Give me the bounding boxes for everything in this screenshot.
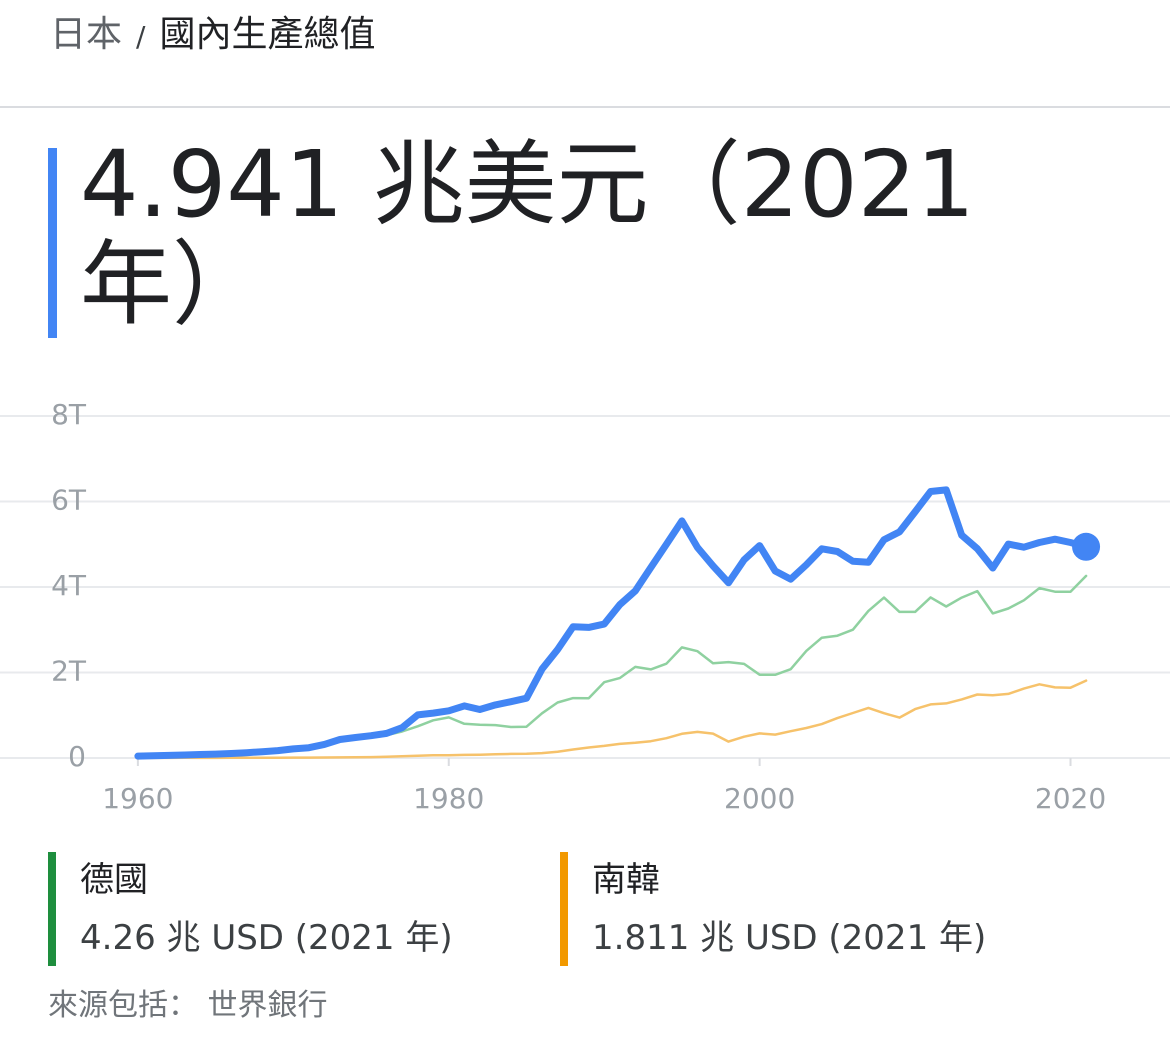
headline-accent (48, 148, 57, 338)
chart: 0 2T 4T 6T 8T 1960 1980 2000 2020 (0, 398, 1170, 815)
source: 來源包括： 世界銀行 (48, 988, 328, 1023)
y-tick-label: 8T (51, 398, 87, 431)
y-tick-label: 0 (68, 740, 86, 773)
breadcrumb-separator: / (136, 20, 146, 53)
y-tick-label: 2T (51, 655, 87, 688)
series-line (134, 486, 1090, 760)
legend-accent (48, 852, 56, 966)
legend-card[interactable]: 南韓 1.811 兆 USD (2021 年) (560, 852, 986, 966)
legend-name: 南韓 (592, 860, 660, 900)
legend-name: 德國 (80, 860, 148, 900)
y-tick-label: 6T (51, 484, 87, 517)
breadcrumb-title: 國內生產總值 (159, 14, 376, 55)
legend-card[interactable]: 德國 4.26 兆 USD (2021 年) (48, 852, 453, 966)
y-tick-label: 4T (51, 569, 87, 602)
endpoint-dot (1072, 532, 1101, 561)
x-tick-label: 1960 (102, 782, 173, 815)
series-line (136, 679, 1088, 760)
x-tick-label: 2020 (1035, 782, 1106, 815)
legend-accent (560, 852, 568, 966)
headline: 4.941 兆美元（2021 年） (80, 131, 975, 338)
divider (0, 106, 1170, 108)
x-tick-label: 2000 (724, 782, 795, 815)
breadcrumb-country[interactable]: 日本 (50, 14, 123, 55)
breadcrumb: 日本 / 國內生產總值 (50, 10, 375, 62)
x-tick-label: 1980 (413, 782, 484, 815)
legend-summary: 1.811 兆 USD (2021 年) (592, 918, 987, 958)
legend-summary: 4.26 兆 USD (2021 年) (80, 918, 453, 958)
series-line (292, 574, 1088, 751)
